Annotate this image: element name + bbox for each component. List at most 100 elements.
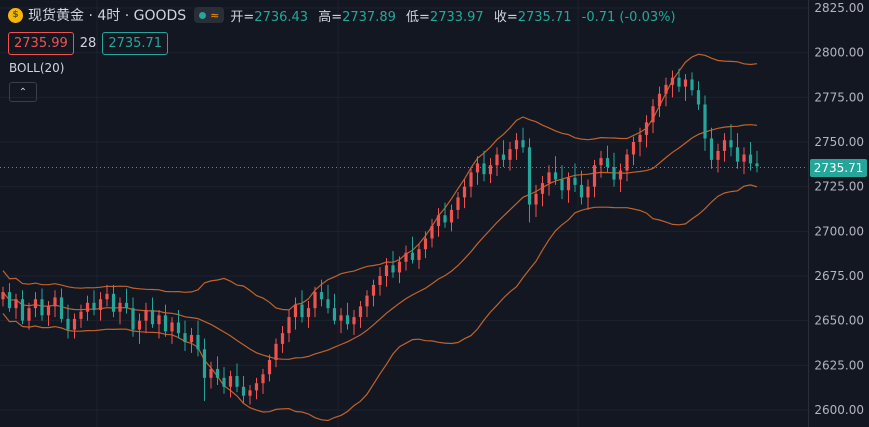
ohlc-low-value: 2733.97 xyxy=(429,9,484,25)
candle-body xyxy=(670,77,675,85)
ohlc-low-key: 低= xyxy=(406,9,430,25)
candle-body xyxy=(651,106,655,123)
symbol-title[interactable]: 现货黄金 · 4时 · GOODS xyxy=(28,8,187,24)
price-tick-label: 2775.00 xyxy=(814,90,864,104)
candle-body xyxy=(644,122,649,135)
candle-body xyxy=(449,209,454,223)
candle-body xyxy=(391,265,395,273)
candle-body xyxy=(98,299,103,310)
candle-body xyxy=(85,302,90,312)
candle-body xyxy=(599,158,603,166)
candle-body xyxy=(280,333,285,344)
candle-body xyxy=(703,104,707,139)
candle-body xyxy=(40,299,44,316)
candle-body xyxy=(261,374,265,384)
candle-body xyxy=(46,306,51,316)
candle-body xyxy=(625,154,629,171)
price-tick-label: 2825.00 xyxy=(814,1,864,15)
candle-body xyxy=(105,293,109,300)
candle-body xyxy=(742,154,746,162)
candle-body xyxy=(163,315,168,332)
candle-body xyxy=(7,292,12,309)
collapse-chevron-up-icon[interactable]: ⌃ xyxy=(9,82,37,102)
price-change: -0.71 (-0.03%) xyxy=(581,9,676,25)
candle-body xyxy=(27,308,31,321)
candle-body xyxy=(417,249,421,260)
candle-body xyxy=(267,359,272,375)
candle-body xyxy=(53,297,57,307)
market-status-pill[interactable]: ≈ xyxy=(194,7,225,23)
candle-body xyxy=(228,376,233,387)
candle-body xyxy=(274,343,278,360)
candle-body xyxy=(573,177,577,185)
candle-body xyxy=(111,293,116,312)
boll-middle-band xyxy=(2,124,758,360)
candle-body xyxy=(235,376,239,387)
ohlc-values: 开=2736.43 高=2737.89 低=2733.97 收=2735.71 … xyxy=(230,6,681,25)
spread-value: 28 xyxy=(79,36,97,51)
candle-body xyxy=(690,79,694,91)
candle-body xyxy=(436,215,441,226)
candlestick-series xyxy=(1,68,759,405)
candle-body xyxy=(371,284,376,296)
chart-grid xyxy=(0,0,808,427)
candle-body xyxy=(332,308,337,321)
sell-price-button[interactable]: 2735.99 xyxy=(8,32,74,55)
price-axis[interactable]: 2600.00 2625.00 2650.00 2675.00 2700.00 2725.… xyxy=(808,0,865,427)
price-tick-label: 2675.00 xyxy=(814,269,864,283)
candle-body xyxy=(137,320,142,330)
price-tick-label: 2650.00 xyxy=(814,314,864,328)
last-price-label: 2735.71 xyxy=(810,158,867,177)
candle-body xyxy=(293,304,298,318)
gold-coin-icon: $ xyxy=(8,7,23,23)
candle-body xyxy=(566,177,571,191)
ohlc-close-value: 2735.71 xyxy=(517,9,572,25)
candle-body xyxy=(326,299,330,309)
boll-bands xyxy=(2,53,758,422)
candle-body xyxy=(378,276,382,285)
candle-body xyxy=(716,150,720,160)
candle-body xyxy=(579,184,584,198)
candle-body xyxy=(66,318,70,330)
candle-body xyxy=(677,77,681,87)
candle-body xyxy=(521,140,525,148)
candle-body xyxy=(287,317,291,334)
candle-body xyxy=(410,252,415,260)
candle-body xyxy=(345,315,350,325)
price-tick-label: 2700.00 xyxy=(814,224,864,238)
candle-body xyxy=(683,79,688,87)
candle-body xyxy=(196,334,200,350)
indicator-legend[interactable]: BOLL(20) xyxy=(9,61,65,75)
candle-body xyxy=(709,138,714,160)
candle-body xyxy=(33,299,38,309)
candle-body xyxy=(729,140,733,148)
candle-body xyxy=(469,172,473,187)
price-tick-label: 2600.00 xyxy=(814,403,864,417)
candle-body xyxy=(456,197,460,210)
candle-body xyxy=(358,306,363,318)
candle-body xyxy=(534,193,538,205)
candle-body xyxy=(586,186,590,198)
candle-body xyxy=(748,154,753,164)
symbol-header: $ 现货黄金 · 4时 · GOODS ≈ 开=2736.43 高=2737.8… xyxy=(8,5,682,25)
candle-body xyxy=(527,147,532,205)
candle-body xyxy=(319,292,324,300)
buy-price-button[interactable]: 2735.71 xyxy=(102,32,169,55)
candle-body xyxy=(306,308,311,318)
market-open-dot-icon xyxy=(199,11,207,19)
candle-body xyxy=(501,154,506,160)
candle-body xyxy=(170,322,174,332)
ohlc-high-key: 高= xyxy=(318,9,343,25)
candle-body xyxy=(189,334,194,343)
candle-body xyxy=(657,93,662,107)
candle-body xyxy=(488,165,493,175)
candle-body xyxy=(254,383,259,391)
candle-body xyxy=(430,225,434,239)
candle-body xyxy=(423,238,428,250)
candle-body xyxy=(118,302,122,312)
candle-body xyxy=(592,165,597,187)
candle-body xyxy=(72,318,77,330)
candle-body xyxy=(365,295,369,307)
candle-body xyxy=(313,292,317,309)
